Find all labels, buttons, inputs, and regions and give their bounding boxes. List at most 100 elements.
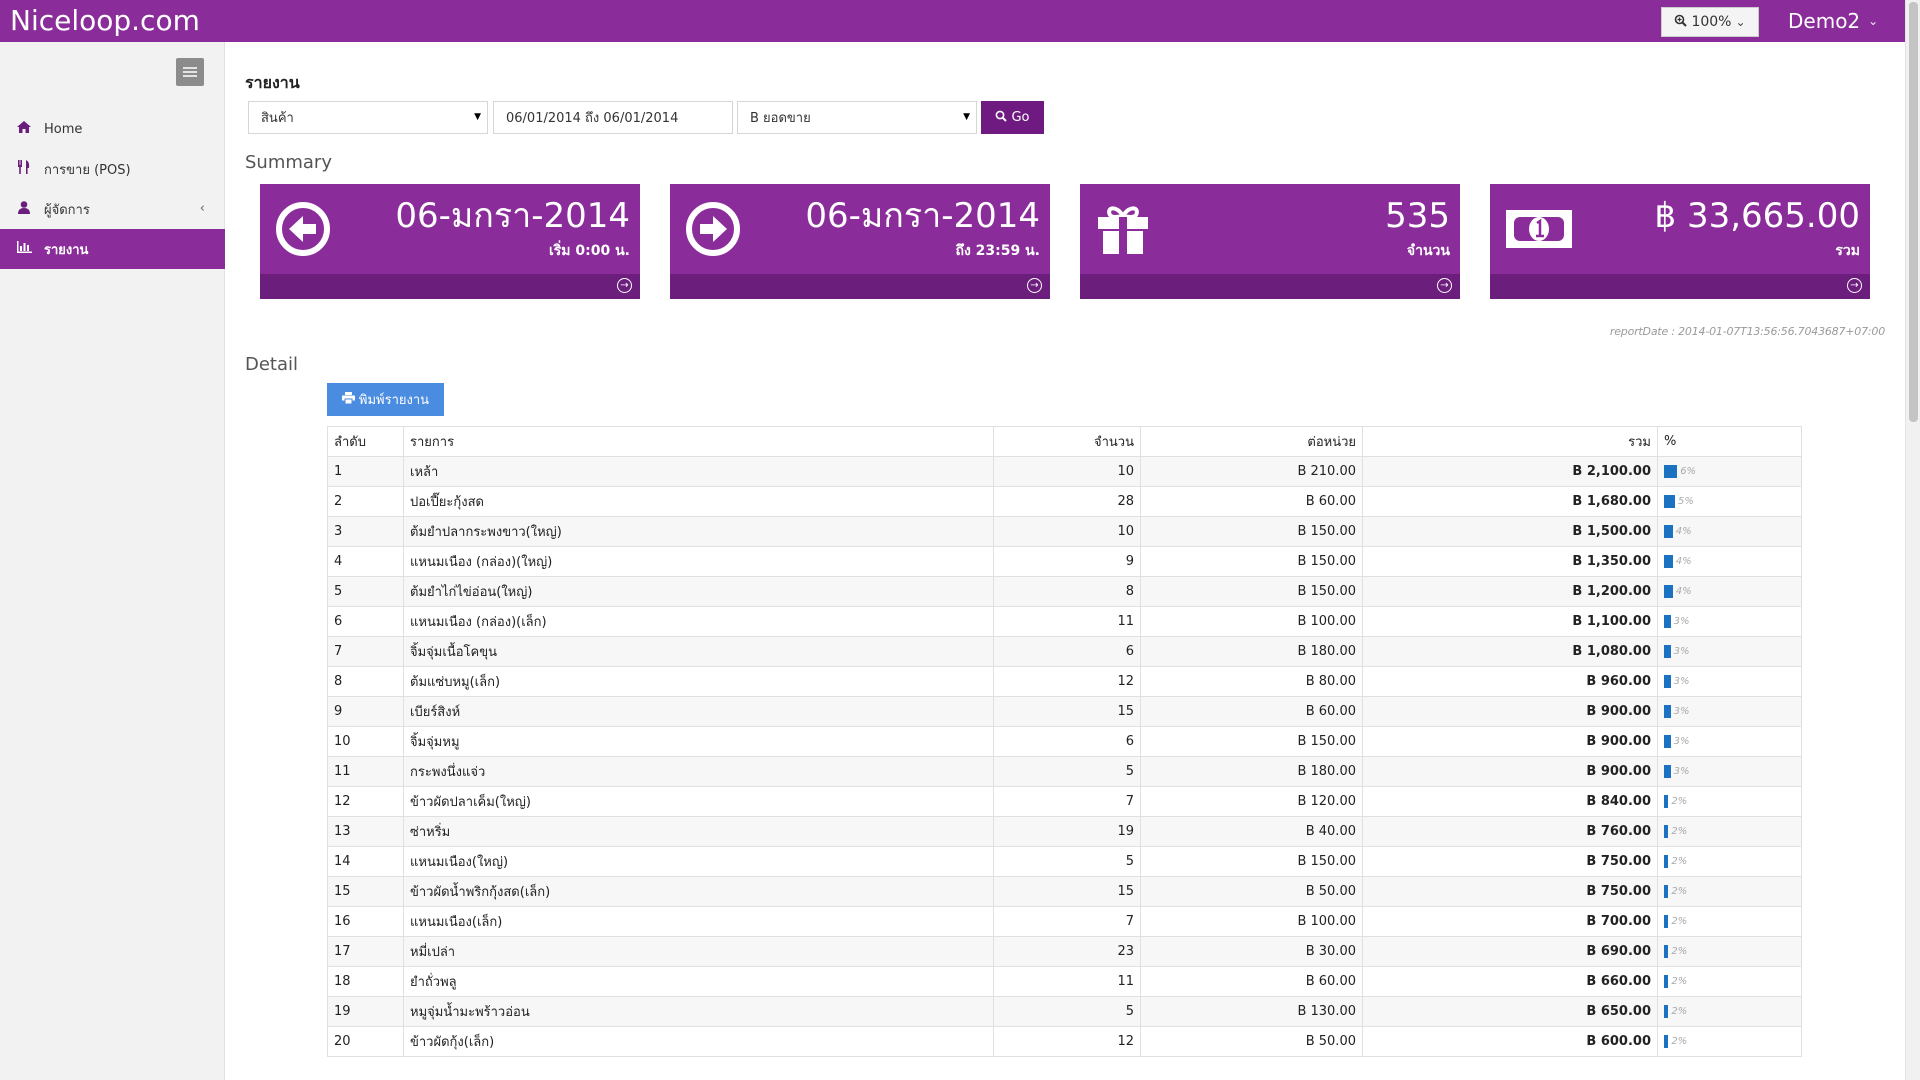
percent-bar [1664,465,1678,478]
money-icon [1504,200,1574,262]
arrow-circle-right-icon[interactable]: → [1437,278,1452,293]
table-row[interactable]: 14 แหนมเนือง(ใหญ่) 5 B 150.00 B 750.00 2% [327,846,1802,877]
date-range-input[interactable]: 06/01/2014 ถึง 06/01/2014 [493,101,733,134]
brand-logo[interactable]: Niceloop.com [10,4,200,37]
cell-unit: B 150.00 [1140,846,1363,877]
cell-no: 16 [327,906,404,937]
user-menu[interactable]: Demo2 ⌄ [1788,9,1878,33]
cell-unit: B 80.00 [1140,666,1363,697]
table-row[interactable]: 2 ปอเปี๊ยะกุ้งสด 28 B 60.00 B 1,680.00 5% [327,486,1802,517]
table-row[interactable]: 18 ยำถั่วพลู 11 B 60.00 B 660.00 2% [327,966,1802,997]
table-row[interactable]: 12 ข้าวผัดปลาเค็ม(ใหญ่) 7 B 120.00 B 840.00 2… [327,786,1802,817]
metric-select[interactable]: B ยอดขาย ▼ [737,101,977,134]
metric-select-value: B ยอดขาย [750,111,811,126]
arrow-circle-right-icon[interactable]: → [1027,278,1042,293]
percent-label: 3% [1673,616,1690,627]
table-row[interactable]: 13 ซ่าหริ่ม 19 B 40.00 B 760.00 2% [327,816,1802,847]
cell-qty: 19 [993,816,1141,847]
table-row[interactable]: 9 เบียร์สิงห์ 15 B 60.00 B 900.00 3% [327,696,1802,727]
sidebar-item-report[interactable]: รายงาน [0,229,225,269]
caret-down-icon: ▼ [474,112,481,122]
table-row[interactable]: 19 หมูจุ่มน้ำมะพร้าวอ่อน 5 B 130.00 B 650.00… [327,996,1802,1027]
user-name: Demo2 [1788,9,1861,33]
sidebar-item-home[interactable]: Home [0,109,225,149]
percent-bar [1664,675,1671,688]
sidebar-item-pos[interactable]: การขาย (POS) [0,149,225,189]
menu-toggle-button[interactable] [176,58,204,86]
column-header[interactable]: รายการ [403,426,994,457]
user-icon [16,200,32,218]
cell-unit: B 100.00 [1140,606,1363,637]
percent-label: 2% [1671,976,1688,987]
percent-label: 3% [1673,706,1690,717]
zoom-button[interactable]: 100% ⌄ [1661,7,1759,37]
cell-percent: 2% [1657,906,1802,937]
cell-name: ต้มแซ่บหมู(เล็ก) [403,666,994,697]
card-footer: → [1080,274,1460,299]
cell-no: 5 [327,576,404,607]
summary-card-total[interactable]: ฿ 33,665.00 รวม → [1490,184,1870,299]
table-row[interactable]: 8 ต้มแซ่บหมู(เล็ก) 12 B 80.00 B 960.00 3% [327,666,1802,697]
percent-label: 3% [1673,736,1690,747]
percent-label: 2% [1671,826,1688,837]
table-row[interactable]: 5 ต้มยำไก่ไข่อ่อน(ใหญ่) 8 B 150.00 B 1,200.0… [327,576,1802,607]
summary-card-start[interactable]: 06-มกรา-2014 เริ่ม 0:00 น. → [260,184,640,299]
table-row[interactable]: 7 จิ้มจุ่มเนื้อโคขุน 6 B 180.00 B 1,080.00 3% [327,636,1802,667]
go-button[interactable]: Go [981,101,1044,134]
column-header[interactable]: จำนวน [993,426,1141,457]
table-row[interactable]: 20 ข้าวผัดกุ้ง(เล็ก) 12 B 50.00 B 600.00 2% [327,1026,1802,1057]
table-row[interactable]: 6 แหนมเนือง (กล่อง)(เล็ก) 11 B 100.00 B 1,10… [327,606,1802,637]
top-bar: Niceloop.com 100% ⌄ Demo2 ⌄ [0,0,1905,42]
chevron-down-icon: ⌄ [1868,14,1879,28]
percent-label: 3% [1673,646,1690,657]
table-row[interactable]: 15 ข้าวผัดน้ำพริกกุ้งสด(เล็ก) 15 B 50.00 B 7… [327,876,1802,907]
cell-total: B 760.00 [1362,816,1658,847]
cell-qty: 23 [993,936,1141,967]
search-icon [995,110,1008,126]
percent-bar [1664,615,1671,628]
cell-qty: 7 [993,906,1141,937]
cell-unit: B 120.00 [1140,786,1363,817]
column-header[interactable]: % [1657,426,1802,457]
column-header[interactable]: ต่อหน่วย [1140,426,1363,457]
column-header[interactable]: ลำดับ [327,426,404,457]
cell-total: B 690.00 [1362,936,1658,967]
table-row[interactable]: 16 แหนมเนือง(เล็ก) 7 B 100.00 B 700.00 2% [327,906,1802,937]
percent-label: 2% [1671,1006,1688,1017]
scrollbar-thumb[interactable] [1909,2,1918,422]
arrow-circle-right-icon[interactable]: → [1847,278,1862,293]
percent-bar [1664,975,1669,988]
cell-percent: 3% [1657,606,1802,637]
summary-card-value: 06-มกรา-2014 [395,196,630,236]
table-row[interactable]: 10 จิ้มจุ่มหมู 6 B 150.00 B 900.00 3% [327,726,1802,757]
cell-name: กระพงนึ่งแจ่ว [403,756,994,787]
cell-total: B 1,350.00 [1362,546,1658,577]
cell-qty: 12 [993,1026,1141,1057]
table-row[interactable]: 11 กระพงนึ่งแจ่ว 5 B 180.00 B 900.00 3% [327,756,1802,787]
page-scrollbar[interactable] [1905,0,1920,1080]
cell-unit: B 60.00 [1140,696,1363,727]
print-report-button[interactable]: พิมพ์รายงาน [327,383,444,416]
cell-qty: 10 [993,456,1141,487]
table-row[interactable]: 17 หมี่เปล่า 23 B 30.00 B 690.00 2% [327,936,1802,967]
cell-unit: B 180.00 [1140,636,1363,667]
table-body: 1 เหล้า 10 B 210.00 B 2,100.00 6% 2 ปอเปี๊ยะกุ้… [327,456,1802,1057]
table-row[interactable]: 3 ต้มยำปลากระพงขาว(ใหญ่) 10 B 150.00 B 1,500… [327,516,1802,547]
bar-chart-icon [16,241,32,257]
table-row[interactable]: 4 แหนมเนือง (กล่อง)(ใหญ่) 9 B 150.00 B 1,350… [327,546,1802,577]
type-select[interactable]: สินค้า ▼ [248,101,488,134]
summary-card-quantity[interactable]: 535 จำนวน → [1080,184,1460,299]
page-title: รายงาน [245,73,300,92]
summary-card-end[interactable]: 06-มกรา-2014 ถึง 23:59 น. → [670,184,1050,299]
arrow-circle-right-icon[interactable]: → [617,278,632,293]
cell-percent: 2% [1657,816,1802,847]
column-header[interactable]: รวม [1362,426,1658,457]
cell-name: แหนมเนือง (กล่อง)(เล็ก) [403,606,994,637]
table-row[interactable]: 1 เหล้า 10 B 210.00 B 2,100.00 6% [327,456,1802,487]
cell-no: 13 [327,816,404,847]
sidebar-item-manager[interactable]: ผู้จัดการ ‹ [0,189,225,229]
cell-percent: 3% [1657,666,1802,697]
percent-bar [1664,945,1669,958]
percent-label: 2% [1671,946,1688,957]
percent-bar [1664,1005,1669,1018]
